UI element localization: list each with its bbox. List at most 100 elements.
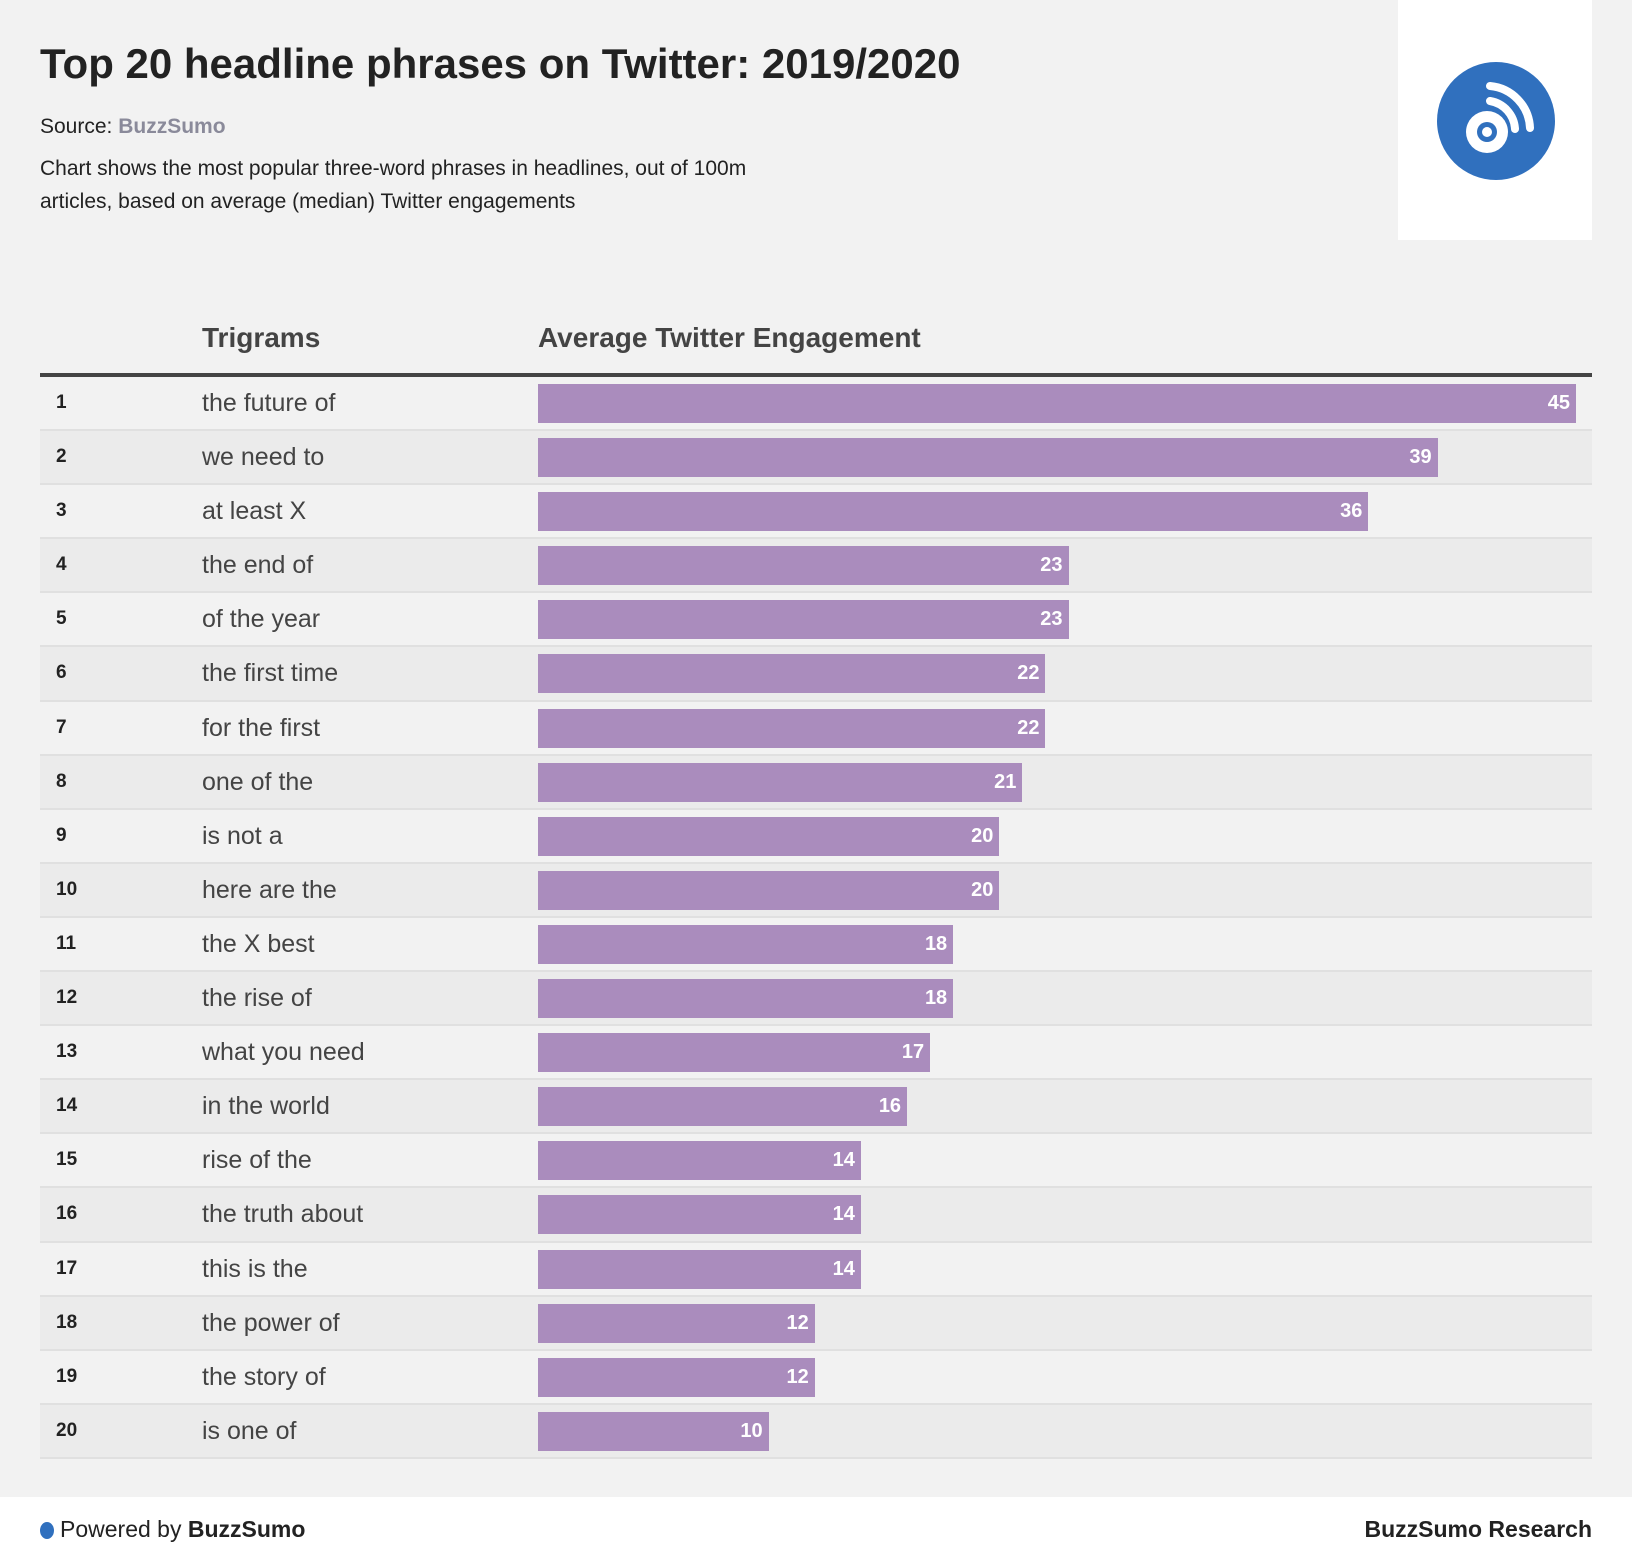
bar-value-label: 45	[1547, 392, 1570, 414]
row-rank: 10	[56, 878, 78, 900]
table-row: 16 the truth about 14	[40, 1188, 1592, 1243]
table-row: 17 this is the 14	[40, 1243, 1592, 1297]
row-trigram: one of the	[202, 767, 314, 796]
bar-value-label: 23	[1040, 554, 1063, 577]
bar-value-label: 10	[740, 1419, 763, 1442]
table-row: 15 rise of the 14	[40, 1134, 1592, 1189]
row-trigram: for the first	[202, 713, 321, 742]
row-rank: 9	[56, 824, 67, 846]
bar-value-label: 18	[924, 987, 948, 1010]
row-trigram: the end of	[202, 551, 314, 580]
bar-value-label: 21	[994, 770, 1017, 793]
row-trigram: the X best	[202, 929, 315, 958]
source-link[interactable]: BuzzSumo	[118, 115, 226, 138]
row-rank: 12	[56, 987, 78, 1009]
row-rank: 14	[56, 1095, 78, 1117]
table-row: 19 the story of 12	[40, 1351, 1592, 1405]
row-rank: 18	[56, 1311, 78, 1333]
bar: 20	[538, 870, 1000, 910]
bar: 14	[538, 1195, 861, 1235]
brand-dot-icon	[40, 1522, 54, 1539]
row-trigram: what you need	[202, 1038, 365, 1067]
column-header-trigrams: Trigrams	[202, 322, 321, 353]
rss-disc-icon	[1437, 62, 1555, 180]
row-rank: 6	[56, 662, 67, 684]
bar: 20	[538, 816, 1000, 856]
chart-title: Top 20 headline phrases on Twitter: 2019…	[40, 40, 961, 87]
table-row: 1 the future of 45	[40, 377, 1592, 432]
powered-label: Powered by	[60, 1516, 182, 1542]
bar: 36	[538, 492, 1369, 532]
bar-value-label: 20	[971, 824, 994, 847]
row-trigram: here are the	[202, 875, 337, 904]
table-body: 1 the future of 45 2 we need to 39 3 at le…	[40, 377, 1592, 1459]
bar-value-label: 16	[878, 1095, 902, 1118]
row-trigram: the story of	[202, 1362, 326, 1391]
table-row: 4 the end of 23	[40, 539, 1592, 594]
bar-value-label: 12	[786, 1365, 809, 1388]
table-row: 8 one of the 21	[40, 755, 1592, 810]
row-trigram: is not a	[202, 821, 283, 850]
table-row: 18 the power of 12	[40, 1296, 1592, 1351]
bar-value-label: 17	[901, 1041, 925, 1064]
row-trigram: in the world	[202, 1092, 330, 1121]
table-row: 20 is one of 10	[40, 1404, 1592, 1459]
row-trigram: the first time	[202, 659, 339, 688]
bar: 45	[538, 384, 1576, 423]
row-rank: 4	[56, 554, 67, 576]
table-row: 6 the first time 22	[40, 647, 1592, 702]
bar-value-label: 14	[832, 1203, 855, 1226]
bar-value-label: 12	[786, 1311, 809, 1334]
logo-box	[1398, 0, 1592, 240]
row-trigram: this is the	[202, 1254, 308, 1283]
footer: Powered by BuzzSumo BuzzSumo Research	[0, 1497, 1632, 1564]
bar: 18	[538, 979, 954, 1019]
bar-value-label: 18	[924, 932, 948, 955]
row-rank: 15	[56, 1149, 78, 1171]
bar-value-label: 22	[1017, 662, 1040, 685]
table-row: 2 we need to 39	[40, 431, 1592, 486]
bar: 14	[538, 1249, 861, 1289]
row-rank: 17	[56, 1257, 78, 1279]
powered-brand[interactable]: BuzzSumo	[187, 1516, 306, 1542]
row-rank: 3	[56, 500, 67, 522]
row-trigram: rise of the	[202, 1146, 312, 1175]
bar: 21	[538, 762, 1023, 802]
table-row: 9 is not a 20	[40, 810, 1592, 864]
table-row: 7 for the first 22	[40, 702, 1592, 756]
row-rank: 2	[56, 446, 67, 468]
row-trigram: of the year	[202, 605, 321, 634]
row-rank: 8	[56, 770, 67, 792]
row-trigram: at least X	[202, 497, 307, 526]
source-line: Source: BuzzSumo	[40, 115, 226, 139]
bar-value-label: 23	[1040, 608, 1063, 631]
row-rank: 13	[56, 1041, 78, 1063]
row-trigram: the future of	[202, 389, 336, 417]
chart-description: Chart shows the most popular three-word …	[40, 157, 747, 213]
bar: 23	[538, 600, 1069, 640]
table-row: 11 the X best 18	[40, 918, 1592, 973]
bar-value-label: 39	[1409, 446, 1432, 469]
bar: 14	[538, 1141, 861, 1181]
bar: 22	[538, 708, 1046, 748]
bar: 17	[538, 1033, 931, 1073]
source-label: Source:	[40, 115, 113, 138]
bar: 22	[538, 654, 1046, 694]
bar: 10	[538, 1411, 769, 1451]
bar: 23	[538, 546, 1069, 586]
footer-research-label: BuzzSumo Research	[1364, 1516, 1592, 1542]
table-row: 3 at least X 36	[40, 485, 1592, 540]
table-row: 12 the rise of 18	[40, 972, 1592, 1027]
bar-value-label: 14	[832, 1149, 855, 1172]
bar-value-label: 20	[971, 878, 994, 901]
bar-value-label: 14	[832, 1257, 855, 1280]
table-row: 14 in the world 16	[40, 1080, 1592, 1135]
bar-value-label: 36	[1340, 500, 1363, 523]
header-divider	[40, 373, 1592, 377]
bar-value-label: 22	[1017, 716, 1040, 739]
table-row: 13 what you need 17	[40, 1026, 1592, 1081]
row-rank: 5	[56, 608, 67, 630]
bar: 12	[538, 1303, 815, 1343]
table-row: 5 of the year 23	[40, 593, 1592, 648]
bar: 18	[538, 924, 954, 964]
